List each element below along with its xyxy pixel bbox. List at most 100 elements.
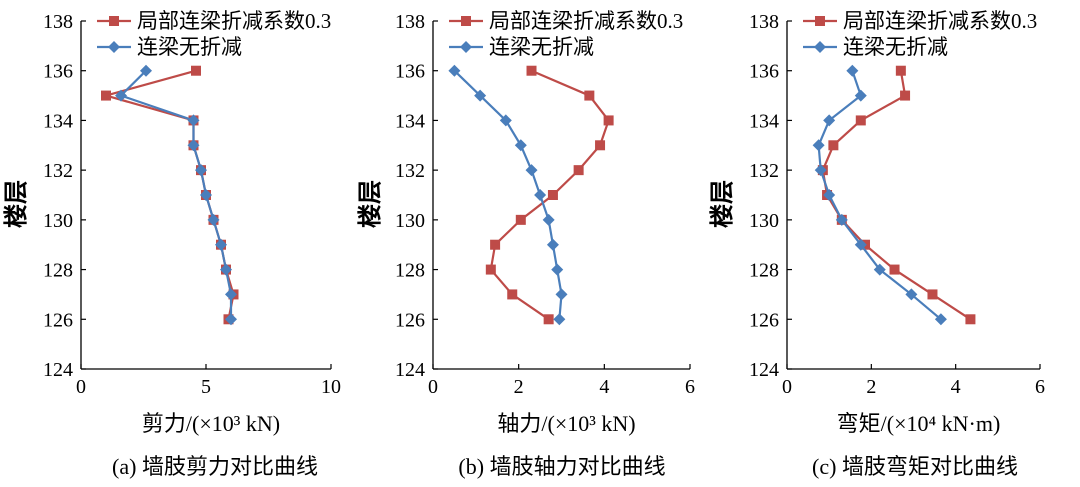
- series-unreduced: [448, 64, 568, 326]
- legend-marker-diamond: [460, 41, 472, 53]
- y-tick-label: 136: [395, 61, 425, 83]
- data-point-diamond: [905, 288, 918, 301]
- data-point-diamond: [873, 263, 886, 276]
- panel-caption: (c) 墙肢弯矩对比曲线: [812, 454, 1018, 479]
- data-point-diamond: [835, 213, 848, 226]
- data-point-diamond: [187, 114, 200, 127]
- y-tick-label: 138: [43, 11, 73, 33]
- legend-marker-diamond: [108, 41, 120, 53]
- data-point-square: [603, 115, 614, 126]
- data-point-square: [595, 140, 606, 151]
- y-tick-label: 124: [749, 359, 779, 381]
- y-tick-label: 138: [395, 11, 425, 33]
- x-tick-label: 0: [76, 376, 86, 398]
- y-tick-label: 132: [43, 160, 73, 182]
- x-tick-label: 4: [599, 376, 609, 398]
- data-point-diamond: [934, 313, 947, 326]
- data-point-diamond: [195, 164, 207, 177]
- data-point-diamond: [812, 139, 825, 152]
- x-axis-title: 弯矩/(×10⁴ kN·m): [837, 411, 1001, 436]
- x-tick-label: 6: [1035, 376, 1045, 398]
- y-tick-label: 124: [43, 359, 73, 381]
- data-point-diamond: [854, 89, 867, 102]
- data-point-diamond: [854, 238, 867, 251]
- data-point-diamond: [215, 238, 227, 251]
- panel-caption: (b) 墙肢轴力对比曲线: [458, 454, 665, 479]
- x-tick-label: 0: [428, 376, 438, 398]
- data-point-square: [855, 115, 866, 126]
- data-point-square: [547, 190, 558, 200]
- y-tick-label: 124: [395, 359, 425, 381]
- data-point-square: [101, 90, 111, 101]
- data-point-diamond: [823, 189, 836, 201]
- y-tick-label: 130: [43, 210, 73, 232]
- data-point-square: [927, 289, 938, 300]
- data-point-square: [584, 90, 595, 101]
- data-point-diamond: [448, 64, 461, 77]
- data-point-square: [828, 140, 839, 151]
- data-point-square: [515, 214, 526, 225]
- legend-marker-diamond: [814, 41, 826, 53]
- series-line: [101, 69, 235, 320]
- data-point-diamond: [546, 238, 559, 251]
- y-tick-label: 136: [749, 61, 779, 83]
- data-point-diamond: [225, 288, 237, 301]
- data-point-square: [900, 90, 911, 101]
- data-point-square: [490, 239, 501, 250]
- y-tick-label: 136: [43, 61, 73, 83]
- data-point-square: [895, 65, 906, 76]
- data-point-square: [543, 314, 554, 325]
- y-tick-label: 138: [749, 11, 779, 33]
- series-line: [817, 70, 942, 321]
- data-point-diamond: [525, 164, 538, 177]
- data-point-diamond: [555, 288, 568, 301]
- data-point-diamond: [814, 164, 827, 177]
- data-point-diamond: [542, 213, 555, 226]
- y-tick-label: 126: [43, 309, 73, 331]
- x-axis-title: 剪力/(×10³ kN): [142, 411, 280, 436]
- data-point-square: [507, 289, 518, 300]
- legend-label: 局部连梁折减系数0.3: [489, 9, 683, 33]
- x-tick-label: 4: [951, 376, 961, 398]
- data-point-diamond: [553, 313, 566, 326]
- y-tick-label: 132: [395, 160, 425, 182]
- y-tick-label: 128: [395, 260, 425, 282]
- data-point-diamond: [200, 189, 212, 201]
- series-reduced: [101, 65, 239, 325]
- legend-label: 局部连梁折减系数0.3: [137, 9, 331, 33]
- x-tick-label: 5: [201, 376, 211, 398]
- y-tick-label: 126: [395, 309, 425, 331]
- data-point-diamond: [551, 263, 564, 276]
- y-axis-title: 楼层: [357, 180, 384, 228]
- x-tick-label: 2: [866, 376, 876, 398]
- y-tick-label: 134: [43, 110, 73, 132]
- legend-marker-square: [461, 16, 471, 26]
- data-point-square: [191, 65, 201, 76]
- data-point-diamond: [187, 139, 200, 152]
- data-point-square: [965, 314, 976, 325]
- y-tick-label: 130: [395, 210, 425, 232]
- y-axis-title: 楼层: [709, 180, 736, 228]
- data-point-square: [889, 264, 900, 275]
- x-axis-title: 轴力/(×10³ kN): [497, 411, 635, 436]
- data-point-diamond: [140, 64, 152, 77]
- x-tick-label: 10: [321, 376, 341, 398]
- data-point-diamond: [207, 213, 220, 226]
- y-tick-label: 134: [395, 110, 425, 132]
- series-reduced: [485, 65, 614, 325]
- y-tick-label: 130: [749, 210, 779, 232]
- data-point-square: [526, 65, 537, 76]
- data-point-diamond: [499, 114, 512, 127]
- data-point-diamond: [823, 114, 836, 127]
- data-point-square: [485, 264, 496, 275]
- y-tick-label: 126: [749, 309, 779, 331]
- series-reduced: [817, 65, 976, 325]
- legend-label: 连梁无折减: [843, 35, 948, 59]
- panel-caption: (a) 墙肢剪力对比曲线: [112, 454, 318, 479]
- legend-label: 局部连梁折减系数0.3: [843, 9, 1037, 33]
